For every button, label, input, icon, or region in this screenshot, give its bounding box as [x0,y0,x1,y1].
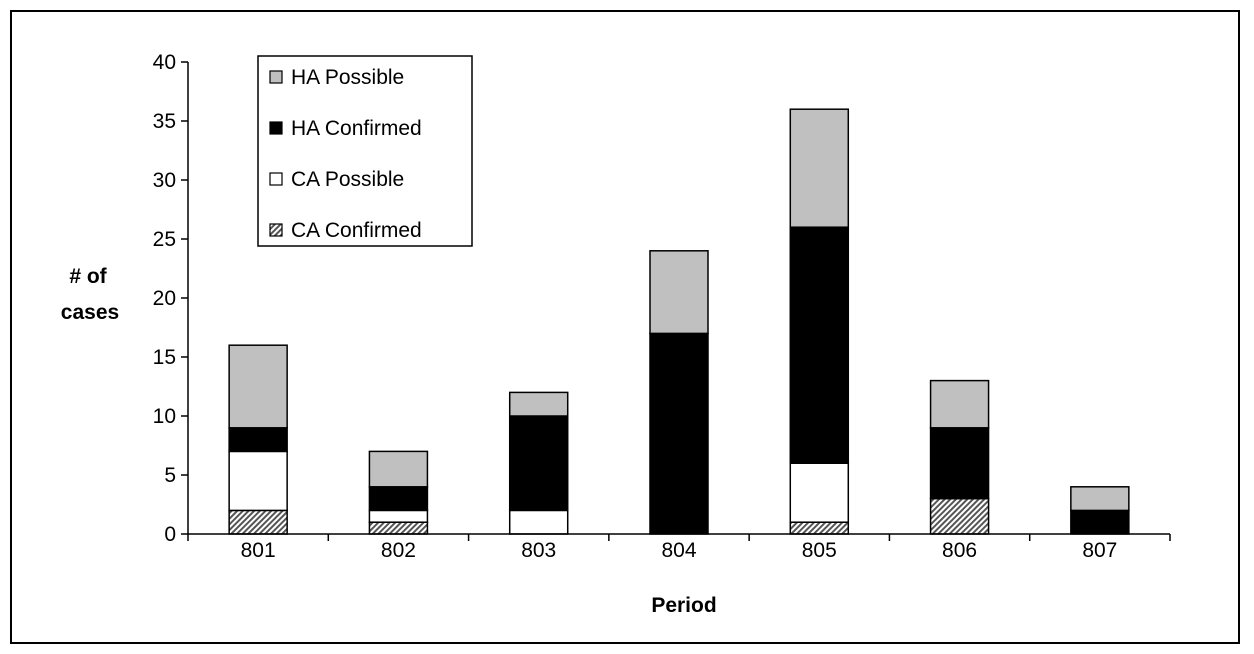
legend-box [257,55,473,247]
bar-segment-ha-confirmed-803 [508,415,569,512]
legend: HA Possible HA Confirmed CA Possible CA Con… [257,55,473,247]
chart-frame [10,10,1240,644]
x-tick-label: 807 [1082,539,1117,562]
y-tick-label: 0 [164,523,176,546]
y-tick-label: 35 [153,110,176,133]
bar-segment-ha-possible-804 [649,250,709,335]
legend-label: HA Confirmed [291,117,422,140]
bars-layer [228,108,1130,535]
bar-segment-ca-confirmed-806 [929,497,990,535]
legend-swatch [269,121,283,135]
legend-label: HA Possible [291,66,404,89]
bar-segment-ha-confirmed-805 [789,226,850,464]
bar-segment-ca-confirmed-802 [368,521,429,535]
y-axis-title-line-2: cases [61,301,119,324]
y-axis-title-line-1: # of [69,265,107,288]
legend-swatch [269,172,283,186]
legend-label: CA Confirmed [291,219,422,242]
x-tick-label: 803 [521,539,556,562]
x-tick-label: 805 [802,539,837,562]
bar-segment-ha-confirmed-804 [649,332,709,535]
y-tick-label: 5 [164,464,176,487]
x-tick-label: 806 [942,539,977,562]
y-tick-label: 10 [153,405,176,428]
x-tick-label: 802 [381,539,416,562]
x-tick-label: 804 [661,539,696,562]
y-tick-label: 15 [153,346,176,369]
y-ticks: 0 5 10 15 20 25 30 35 40 [153,51,188,546]
y-tick-label: 40 [153,51,176,74]
legend-swatch [269,223,283,237]
legend-label: CA Possible [291,168,404,191]
legend-swatch [269,70,283,84]
bar-segment-ca-possible-803 [508,509,569,535]
bar-segment-ca-possible-802 [368,509,429,523]
x-tick-label: 801 [241,539,276,562]
bar-segment-ha-possible-805 [789,108,850,228]
x-axis-title: Period [651,594,716,617]
y-tick-label: 20 [153,287,176,310]
bar-segment-ha-possible-803 [508,391,569,417]
bar-segment-ha-possible-801 [228,344,288,429]
bar-segment-ha-confirmed-806 [929,427,990,500]
bar-segment-ha-possible-806 [929,379,990,429]
bar-segment-ca-confirmed-801 [228,509,288,535]
y-tick-label: 30 [153,169,176,192]
bar-segment-ha-confirmed-802 [368,486,429,512]
x-ticks: 801 802 803 804 805 806 807 [187,534,1171,562]
bar-segment-ca-possible-801 [228,450,288,512]
bar-segment-ca-confirmed-805 [789,521,850,535]
y-tick-label: 25 [153,228,176,251]
bar-segment-ha-confirmed-807 [1070,509,1130,535]
bar-segment-ha-possible-802 [368,450,429,488]
bar-segment-ha-possible-807 [1070,486,1130,512]
bar-segment-ha-confirmed-801 [228,427,288,453]
bar-segment-ca-possible-805 [789,462,850,523]
